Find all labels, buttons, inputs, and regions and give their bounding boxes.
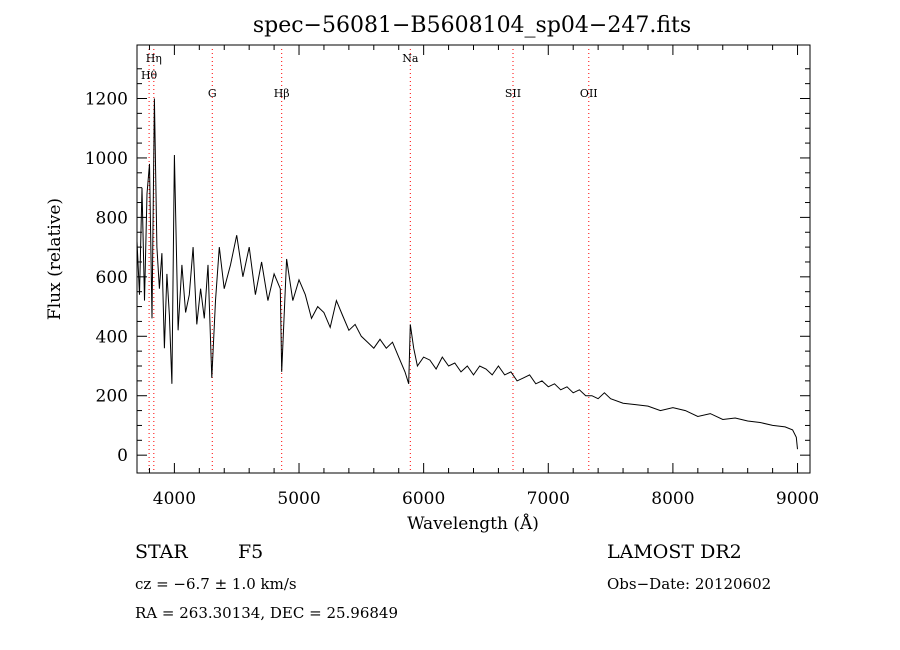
spectral-marker-label: Hβ — [274, 87, 290, 100]
observation-date: Obs−Date: 20120602 — [607, 575, 772, 593]
x-tick-label: 5000 — [277, 489, 320, 509]
y-tick-label: 200 — [96, 387, 128, 407]
spectral-marker-label: Hη — [146, 52, 162, 65]
spectral-marker-label: OII — [580, 87, 598, 100]
object-type: STAR — [135, 541, 188, 563]
y-axis-tick-labels: 0 200 400 600 800 1000 1200 — [85, 90, 128, 467]
spectral-marker-lines — [148, 49, 590, 473]
x-axis-ticks — [148, 45, 799, 473]
y-tick-label: 1200 — [85, 90, 128, 110]
x-tick-label: 4000 — [153, 489, 196, 509]
x-tick-label: 9000 — [776, 489, 819, 509]
spectrum-series — [136, 98, 798, 450]
spectral-marker-labels: Hη Hθ G Hβ Na SII OII — [141, 52, 598, 100]
y-tick-label: 800 — [96, 208, 128, 228]
spectral-marker-label: SII — [505, 87, 521, 100]
coordinates-text: RA = 263.30134, DEC = 25.96849 — [135, 604, 399, 622]
spectrum-line — [136, 98, 798, 450]
spectral-marker-label: G — [208, 87, 217, 100]
x-tick-label: 8000 — [651, 489, 694, 509]
redshift-text: cz = −6.7 ± 1.0 km/s — [135, 575, 297, 593]
survey-name: LAMOST DR2 — [607, 541, 742, 563]
spectral-marker-label: Hθ — [141, 69, 158, 82]
y-tick-label: 1000 — [85, 149, 128, 169]
y-tick-label: 600 — [96, 268, 128, 288]
y-axis-ticks — [137, 68, 810, 456]
plot-frame — [136, 44, 811, 474]
chart-title: spec−56081−B5608104_sp04−247.fits — [253, 13, 691, 38]
x-axis-label: Wavelength (Å) — [407, 513, 539, 534]
spectral-marker-label: Na — [402, 52, 419, 65]
x-tick-label: 6000 — [402, 489, 445, 509]
y-tick-label: 400 — [96, 327, 128, 347]
x-axis-tick-labels: 4000 5000 6000 7000 8000 9000 — [153, 489, 819, 509]
y-tick-label: 0 — [117, 446, 128, 466]
y-axis-label: Flux (relative) — [45, 198, 65, 320]
x-tick-label: 7000 — [527, 489, 570, 509]
spectral-subclass: F5 — [238, 541, 264, 563]
